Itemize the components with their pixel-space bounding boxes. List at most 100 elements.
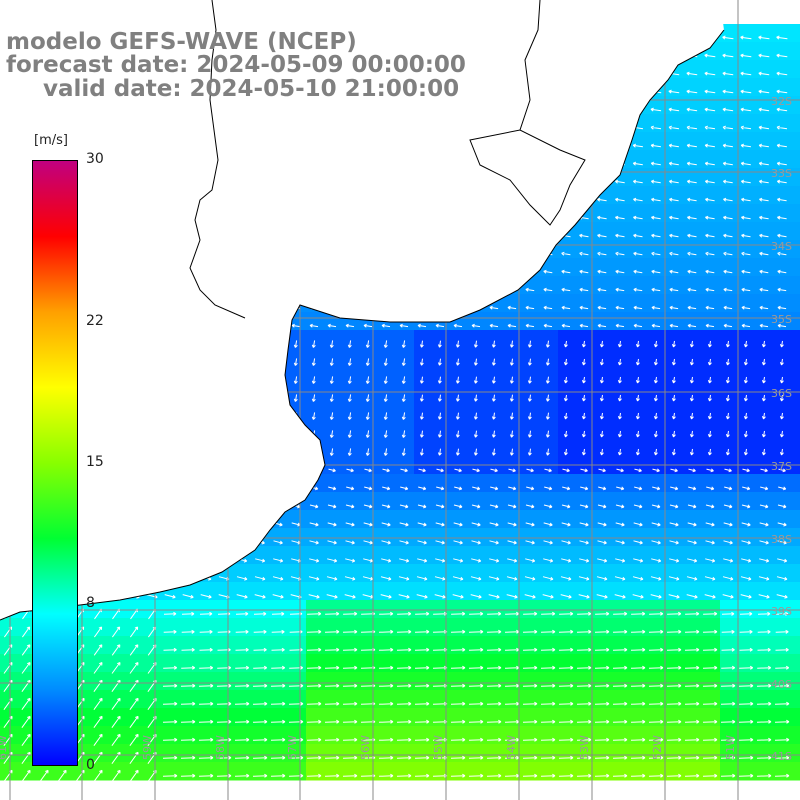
wind-arrow	[738, 719, 754, 724]
land-area	[0, 0, 724, 620]
wind-arrow	[671, 340, 676, 348]
wind-arrow	[365, 394, 370, 402]
wind-speed-cell	[450, 564, 469, 583]
wind-speed-cell	[792, 510, 800, 529]
wind-speed-cell	[666, 294, 685, 313]
wind-speed-cell	[792, 42, 800, 61]
wind-arrow	[667, 611, 682, 616]
wind-speed-cell	[306, 618, 325, 637]
wind-arrow	[668, 576, 680, 581]
wind-arrow	[469, 611, 484, 616]
wind-speed-cell	[612, 762, 631, 781]
wind-speed-cell	[666, 600, 685, 619]
wind-arrow	[111, 715, 121, 728]
wind-speed-cell	[630, 402, 649, 421]
wind-speed-cell	[630, 708, 649, 727]
wind-speed-cell	[396, 474, 415, 493]
longitude-label: 55W	[432, 735, 445, 760]
wind-arrow	[777, 287, 787, 292]
wind-arrow	[740, 179, 751, 184]
wind-speed-cell	[306, 600, 325, 619]
wind-speed-cell	[504, 312, 523, 331]
wind-speed-cell	[648, 132, 667, 151]
wind-speed-cell	[468, 312, 487, 331]
wind-arrow	[756, 683, 772, 688]
wind-speed-cell	[792, 708, 800, 727]
wind-arrow	[702, 773, 718, 778]
wind-speed-cell	[702, 636, 721, 655]
wind-arrow	[468, 665, 484, 670]
wind-arrow	[526, 486, 535, 491]
wind-arrow	[396, 701, 412, 706]
wind-arrow	[724, 468, 732, 473]
wind-arrow	[437, 340, 442, 348]
wind-arrow	[381, 558, 392, 563]
wind-arrow	[324, 647, 340, 652]
wind-speed-cell	[792, 402, 800, 421]
wind-arrow	[199, 647, 213, 652]
wind-speed-cell	[468, 402, 487, 421]
wind-speed-cell	[324, 654, 343, 673]
wind-arrow	[578, 594, 590, 599]
wind-speed-cell	[630, 690, 649, 709]
wind-speed-cell	[738, 168, 757, 187]
wind-arrow	[671, 376, 676, 384]
wind-arrow	[576, 773, 592, 778]
wind-arrow	[633, 323, 643, 328]
wind-speed-cell	[252, 546, 271, 565]
wind-speed-cell	[180, 672, 199, 691]
wind-speed-cell	[774, 132, 793, 151]
wind-speed-cell	[162, 618, 181, 637]
wind-speed-cell	[702, 528, 721, 547]
wind-arrow	[545, 340, 550, 348]
wind-arrow	[615, 269, 625, 274]
wind-arrow	[378, 755, 394, 760]
wind-speed-cell	[630, 204, 649, 223]
wind-speed-cell	[198, 636, 217, 655]
wind-speed-cell	[306, 402, 325, 421]
wind-arrow	[270, 701, 286, 706]
wind-arrow	[702, 701, 718, 706]
wind-arrow	[684, 737, 700, 742]
wind-speed-cell	[612, 276, 631, 295]
wind-arrow	[707, 358, 712, 366]
wind-speed-cell	[504, 546, 523, 565]
wind-arrow	[670, 468, 678, 473]
wind-speed-cell	[720, 348, 739, 367]
wind-speed-cell	[738, 78, 757, 97]
wind-speed-cell	[738, 564, 757, 583]
wind-arrow	[342, 773, 358, 778]
wind-arrow	[630, 773, 646, 778]
wind-arrow	[396, 665, 412, 670]
wind-speed-cell	[378, 330, 397, 349]
wind-arrow	[630, 755, 646, 760]
wind-speed-cell	[396, 348, 415, 367]
wind-speed-cell	[360, 420, 379, 439]
wind-arrow	[725, 376, 730, 384]
wind-speed-cell	[378, 510, 397, 529]
wind-arrow	[721, 665, 736, 670]
wind-speed-cell	[486, 528, 505, 547]
wind-speed-cell	[342, 654, 361, 673]
wind-speed-cell	[306, 564, 325, 583]
river-outline	[519, 0, 541, 131]
wind-arrow	[686, 594, 698, 599]
wind-arrow	[345, 522, 355, 527]
wind-arrow	[740, 594, 752, 599]
wind-speed-cell	[774, 690, 793, 709]
wind-arrow	[723, 305, 733, 310]
wind-arrow	[778, 468, 786, 473]
wind-speed-cell	[666, 258, 685, 277]
wind-speed-cell	[468, 600, 487, 619]
wind-speed-cell	[792, 240, 800, 259]
wind-arrow	[633, 233, 643, 238]
wind-speed-cell	[162, 726, 181, 745]
wind-speed-cell	[450, 438, 469, 457]
wind-arrow	[616, 486, 625, 491]
wind-arrow	[563, 376, 568, 384]
wind-arrow	[468, 647, 484, 652]
wind-arrow	[129, 644, 139, 656]
wind-arrow	[414, 719, 430, 724]
wind-arrow	[652, 486, 661, 491]
wind-arrow	[470, 594, 482, 599]
